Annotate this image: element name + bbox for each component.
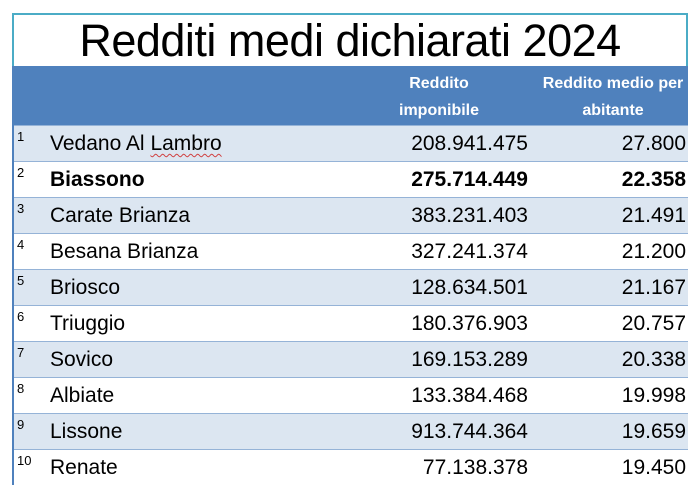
table-row: 4 Besana Brianza 327.241.374 21.200 (14, 233, 688, 269)
table-row: 7 Sovico 169.153.289 20.338 (14, 341, 688, 377)
table-row: 5 Briosco 128.634.501 21.167 (14, 269, 688, 305)
comune-name: Vedano Al Lambro (50, 132, 222, 155)
reddito-medio: 21.491 (621, 204, 686, 227)
reddito-imponibile: 128.634.501 (411, 276, 528, 299)
table-row: 2 Biassono 275.714.449 22.358 (14, 161, 688, 197)
row-rank: 3 (17, 201, 25, 216)
row-rank: 9 (17, 417, 25, 432)
reddito-imponibile: 169.153.289 (411, 348, 528, 371)
reddito-imponibile: 275.714.449 (411, 168, 528, 191)
row-rank: 7 (17, 345, 25, 360)
reddito-imponibile: 383.231.403 (411, 204, 528, 227)
table-row: 1 Vedano Al Lambro 208.941.475 27.800 (14, 125, 688, 161)
header-reddito-medio: Reddito medio per abitante (542, 75, 684, 119)
page-title: Redditi medi dichiarati 2024 (79, 15, 621, 66)
row-rank: 6 (17, 309, 25, 324)
reddito-medio: 20.338 (621, 348, 686, 371)
comune-name: Carate Brianza (50, 204, 191, 227)
reddito-medio: 19.659 (621, 420, 686, 443)
reddito-medio: 19.450 (621, 456, 686, 479)
reddito-imponibile: 208.941.475 (411, 132, 528, 155)
table-row: 10 Renate 77.138.378 19.450 (14, 449, 688, 485)
comune-name: Briosco (50, 276, 121, 299)
reddito-medio: 21.200 (621, 240, 686, 263)
reddito-medio: 22.358 (621, 168, 686, 191)
income-table: Reddito imponibile Reddito medio per abi… (12, 66, 688, 485)
row-rank: 10 (17, 453, 32, 468)
reddito-imponibile: 180.376.903 (411, 312, 528, 335)
row-rank: 2 (17, 165, 25, 180)
reddito-medio: 20.757 (621, 312, 686, 335)
comune-name: Sovico (50, 348, 114, 371)
table-row: 8 Albiate 133.384.468 19.998 (14, 377, 688, 413)
row-rank: 8 (17, 381, 25, 396)
comune-name: Triuggio (50, 312, 126, 335)
comune-name: Albiate (50, 384, 115, 407)
reddito-imponibile: 913.744.364 (411, 420, 528, 443)
row-rank: 1 (17, 129, 25, 144)
reddito-medio: 27.800 (621, 132, 686, 155)
reddito-medio: 21.167 (621, 276, 686, 299)
row-rank: 5 (17, 273, 25, 288)
comune-name: Biassono (50, 168, 145, 191)
table-header: Reddito imponibile Reddito medio per abi… (14, 66, 688, 125)
spellcheck-underline: Lambro (150, 132, 222, 155)
comune-name: Renate (50, 456, 118, 479)
reddito-medio: 19.998 (621, 384, 686, 407)
header-reddito-imponibile: Reddito imponibile (399, 75, 479, 119)
reddito-imponibile: 133.384.468 (411, 384, 528, 407)
table-row: 9 Lissone 913.744.364 19.659 (14, 413, 688, 449)
table-row: 3 Carate Brianza 383.231.403 21.491 (14, 197, 688, 233)
title-box: Redditi medi dichiarati 2024 (12, 13, 688, 66)
comune-name: Besana Brianza (50, 240, 199, 263)
row-rank: 4 (17, 237, 25, 252)
reddito-imponibile: 327.241.374 (411, 240, 528, 263)
table-row: 6 Triuggio 180.376.903 20.757 (14, 305, 688, 341)
reddito-imponibile: 77.138.378 (422, 456, 528, 479)
comune-name: Lissone (50, 420, 123, 443)
